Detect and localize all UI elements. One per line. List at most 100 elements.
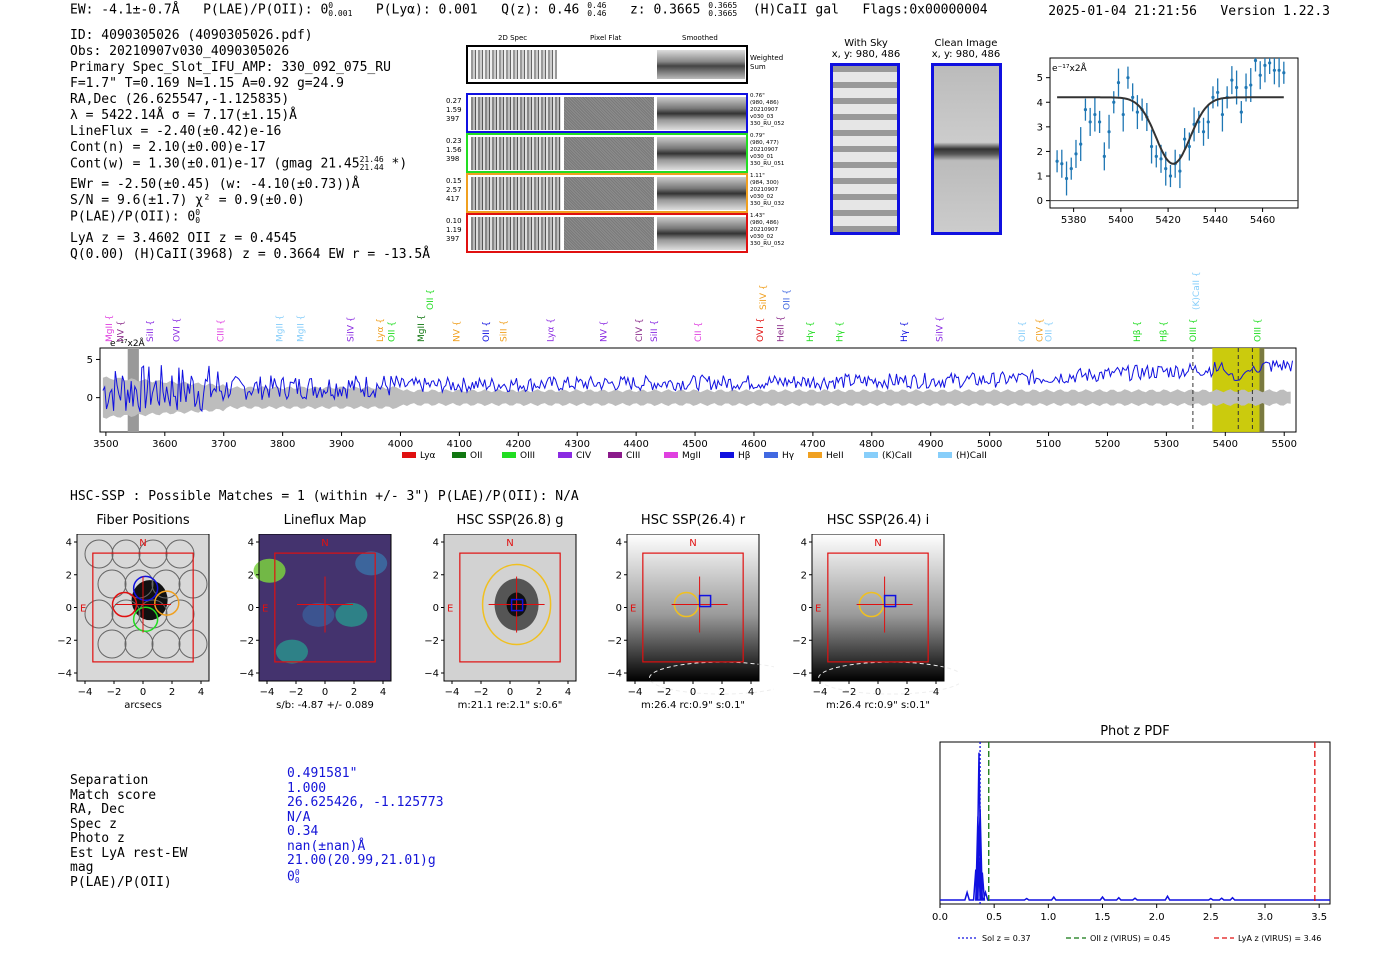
with-sky-coords: x, y: 980, 486 [831, 49, 901, 60]
spec-x-tick-label: 4000 [388, 439, 413, 450]
weighted-2d-image [471, 50, 557, 79]
cutout-row [466, 133, 748, 173]
zoom-point [1112, 100, 1116, 104]
spec-line [102, 359, 1293, 413]
hsc-panel-caption: arcsecs [124, 700, 162, 711]
cutout-flat-image [564, 137, 654, 170]
hsc-fiber-circle [111, 539, 141, 569]
spec-line-marker: CIII { [217, 319, 227, 342]
hsc-panel: N E −4 4 −2 2 0 0 2 −2 4 −4 m:26.4 rc:0.9" s:0.1" [607, 534, 774, 711]
hsc-fiber-highlight [154, 590, 180, 616]
spec-x-tick-label: 3800 [270, 439, 295, 450]
zoom-y-tick-label: 2 [1037, 147, 1043, 158]
hsc-x-tick-label: 2 [169, 687, 175, 698]
hsc-panel-title: Fiber Positions [96, 513, 190, 528]
spec-line-marker: NV { [117, 321, 127, 342]
cutout-stat: 0.23 [446, 137, 462, 145]
zoom-frame [1049, 57, 1299, 209]
zoom-point [1282, 71, 1286, 75]
header-qz: Q(z): 0.46 [501, 2, 580, 18]
photz-frame [939, 741, 1331, 905]
zoom-point [1206, 120, 1210, 124]
info-sn: S/N = 9.6(±1.7) χ² = 0.9(±0.0) [70, 193, 305, 208]
spec-x-tick-label: 5500 [1271, 439, 1296, 450]
photz-legend-label: LyA z (VIRUS) = 3.46 [1238, 934, 1321, 943]
hsc-fov-box [274, 552, 376, 663]
spec-x-tick-label: 4500 [682, 439, 707, 450]
clean-image [931, 63, 1002, 235]
hsc-y-tick-label: 2 [248, 570, 254, 581]
spec-line-marker: Hβ { [1159, 321, 1169, 342]
spec-x-tick-label: 4600 [741, 439, 766, 450]
spec-line-marker: (K)CaII { [1192, 271, 1202, 310]
hsc-x-tick-label: −2 [657, 687, 672, 698]
hsc-x-tick-label: 2 [536, 687, 542, 698]
hsc-fiber-circle [84, 539, 114, 569]
zoom-y-tick-label: 3 [1037, 122, 1043, 133]
zoom-point [1253, 58, 1258, 63]
spec-y-tick-label: 5 [87, 355, 93, 366]
hsc-fiber-circle [97, 569, 127, 599]
spec-line-marker: Hβ { [1133, 321, 1143, 342]
zoom-x-tick-label: 5460 [1250, 215, 1275, 226]
match-labels: Separation Match score RA, Dec Spec z Photo … [70, 773, 187, 890]
cutout-2d-image [471, 177, 561, 210]
zoom-point [1088, 120, 1092, 124]
zoom-point [1055, 159, 1059, 163]
cutout-info: v030_01 [750, 154, 774, 160]
info-ewr: EWr = -2.50(±0.45) (w: -4.10(±0.73))Å [70, 177, 360, 192]
spec-x-tick-label: 4200 [506, 439, 531, 450]
cutout-info: 20210907 [750, 107, 778, 113]
cutout-stat: 1.59 [446, 106, 462, 114]
cutout-info: 330_RU_051 [750, 161, 785, 167]
zoom-point [1069, 167, 1073, 171]
spec-line-marker: SiIV { [346, 316, 356, 342]
cutout-row-left-stats: 0.23 1.56 398 [446, 137, 466, 164]
cutout-row-right-info: 1.43" (980, 486) 20210907 v030_02 330_RU_052 [750, 213, 800, 248]
full-spectrum-plot: 3500 3600 3700 3800 3900 4000 4100 4200 4300 4400… [87, 271, 1297, 461]
cutout-smooth-image [657, 177, 746, 210]
cutout-info: (980, 486) [750, 100, 779, 106]
spec-x-tick-label: 5200 [1095, 439, 1120, 450]
zoom-point [1121, 112, 1125, 117]
cutout-stat: 1.56 [446, 146, 462, 154]
hsc-east-label: E [447, 604, 453, 615]
info-contw: Cont(w) = 1.30(±0.01)e-17 (gmag 21.45 [70, 156, 360, 172]
cutout-info: 330_RU_032 [750, 201, 785, 207]
hsc-fiber-circle [151, 569, 181, 599]
zoom-point [1060, 162, 1064, 166]
match-value-text: N/A [287, 809, 311, 825]
match-values: 0.491581" 1.000 26.625426, -1.125773 N/A 0.3… [287, 766, 444, 885]
spec-line-marker: OVI { [756, 318, 766, 342]
hsc-y-tick-label: 4 [616, 538, 622, 549]
hsc-fov-box [92, 552, 194, 663]
spec-legend-swatch [864, 452, 878, 458]
match-label: Match score [70, 787, 157, 803]
spec-highlight-edge [1259, 348, 1265, 432]
hsc-y-tick-label: −2 [607, 636, 622, 647]
hsc-x-tick-label: 0 [507, 687, 513, 698]
cutout-info: (980, 477) [750, 140, 779, 146]
clean-image-coords: x, y: 980, 486 [931, 49, 1001, 60]
hsc-y-tick-label: 0 [66, 603, 72, 614]
zoom-point [1178, 169, 1182, 173]
match-label: Separation [70, 773, 149, 788]
spec-legend-label: Hγ [782, 451, 795, 461]
zoom-plot: 5380 5400 5420 5440 5460 0 1 2 3 4 5 e⁻¹⁷x2Å [1037, 57, 1299, 226]
hsc-y-tick-label: 4 [66, 538, 72, 549]
cutout-row-left-stats: 0.10 1.19 397 [446, 217, 466, 244]
zoom-point [1159, 157, 1163, 161]
zoom-point [1234, 85, 1239, 90]
zoom-x-tick-label: 5440 [1203, 215, 1228, 226]
spec-line-marker: CIV { [1036, 318, 1046, 342]
spec-x-tick-label: 4700 [800, 439, 825, 450]
zoom-point [1244, 85, 1248, 90]
spec-unit-label: e⁻¹⁷x2Å [110, 337, 146, 349]
spec-legend-label: (K)CaII [882, 451, 912, 461]
cutout-col-flat: Pixel Flat [590, 34, 622, 42]
hsc-y-tick-label: 4 [801, 538, 807, 549]
hsc-panel-caption: s/b: -4.87 +/- 0.089 [276, 700, 374, 711]
spec-legend-label: CIII [626, 451, 640, 461]
hsc-y-tick-label: −2 [792, 636, 807, 647]
zoom-y-tick-label: 0 [1037, 196, 1043, 207]
